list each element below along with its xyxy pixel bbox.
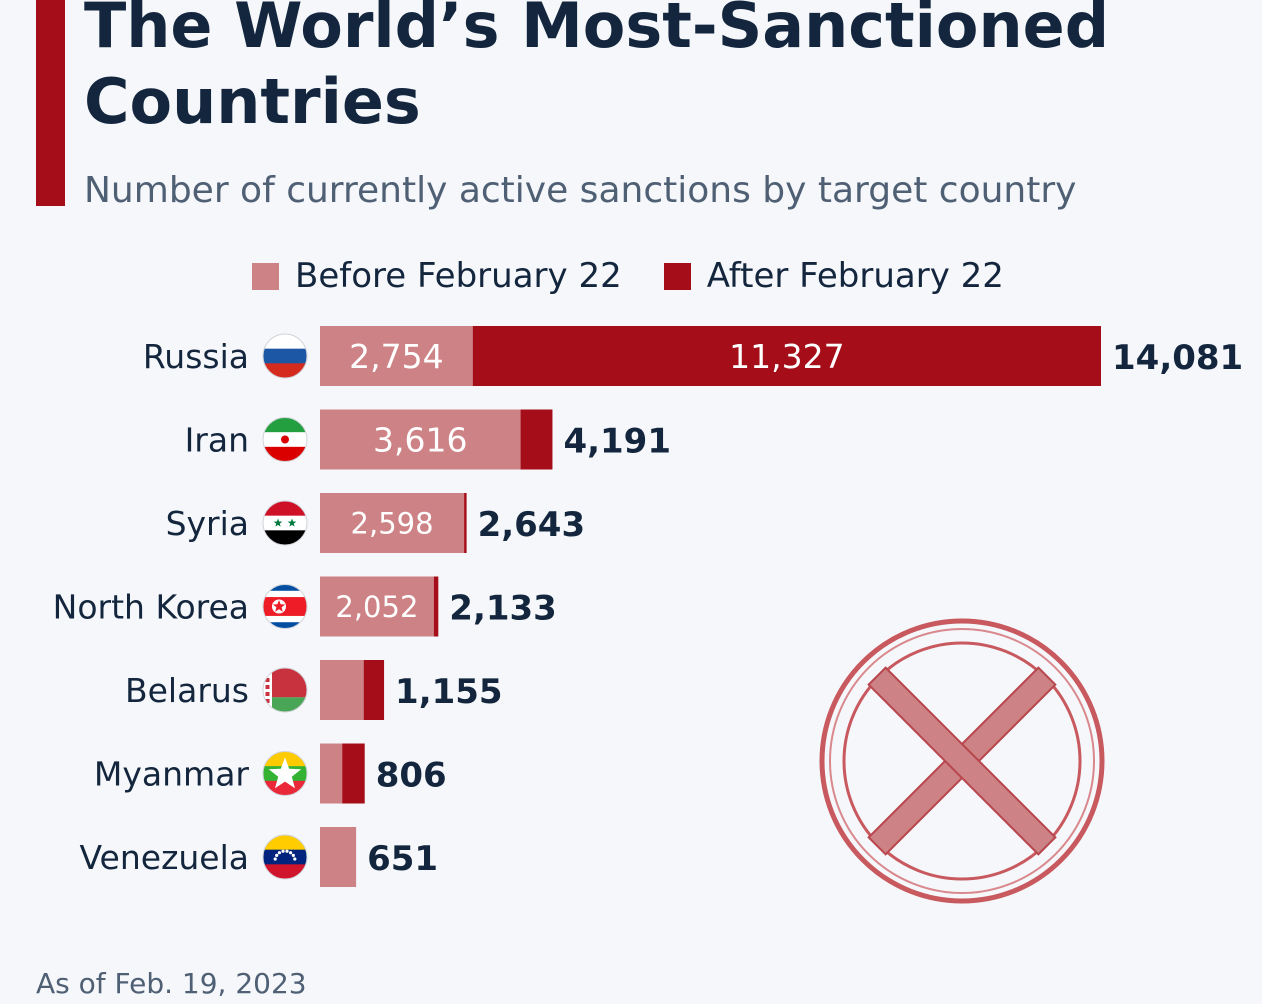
category-label: Belarus [125,671,249,710]
legend-label-after: After February 22 [706,256,1004,296]
data-label: 11,327 [729,337,844,376]
bar-after [464,493,467,553]
venezuela-flag-icon [262,834,308,880]
bars-group: Russia 2,754 11,327 14,081 Iran 3,616 4,191 Syr… [53,326,1243,887]
bar-after [342,743,365,804]
data-label: 2,598 [351,506,434,540]
category-label: Venezuela [80,838,249,877]
chart-subtitle: Number of currently active sanctions by … [84,170,1077,211]
category-label: Russia [143,337,249,376]
north-korea-flag-icon [262,584,308,629]
legend-label-before: Before February 22 [295,256,622,296]
bar-before [320,743,343,804]
total-label: 1,155 [395,672,503,712]
myanmar-flag-icon [262,751,308,796]
footnote: As of Feb. 19, 2023 [36,967,307,1000]
bar-before [320,493,465,553]
legend-item-after: After February 22 [663,256,1004,296]
prohibited-x-icon [819,618,1105,904]
total-label: 2,133 [449,589,557,629]
total-label: 651 [367,839,438,879]
title-accent-bar [36,0,65,206]
category-label: Myanmar [94,755,250,794]
bar-after [520,409,553,470]
bar-after [433,576,439,637]
total-label: 14,081 [1112,338,1243,378]
category-label: Iran [185,421,249,460]
category-label: Syria [166,504,249,543]
chart-title: The World’s Most-Sanctioned Countries [84,0,1110,138]
bar-before [320,827,357,887]
legend-item-before: Before February 22 [252,256,622,296]
bar-before [320,576,434,637]
legend-swatch-before [252,262,279,290]
data-label: 2,052 [335,590,418,624]
data-label: 3,616 [373,420,467,459]
total-label: 2,643 [478,505,586,545]
syria-flag-icon [262,500,308,546]
bar-before [320,660,364,720]
bar-before [320,326,473,386]
bar-before [320,409,521,470]
russia-flag-icon [262,333,308,379]
legend-swatch-after [663,262,691,290]
bar-after [363,660,385,720]
category-label: North Korea [53,588,249,627]
data-label: 2,754 [349,337,443,376]
total-label: 4,191 [563,422,671,462]
belarus-flag-icon [262,667,308,713]
legend: Before February 22 After February 22 [252,255,1046,297]
bar-after [472,326,1101,386]
total-label: 806 [376,756,447,796]
iran-flag-icon [262,417,308,462]
